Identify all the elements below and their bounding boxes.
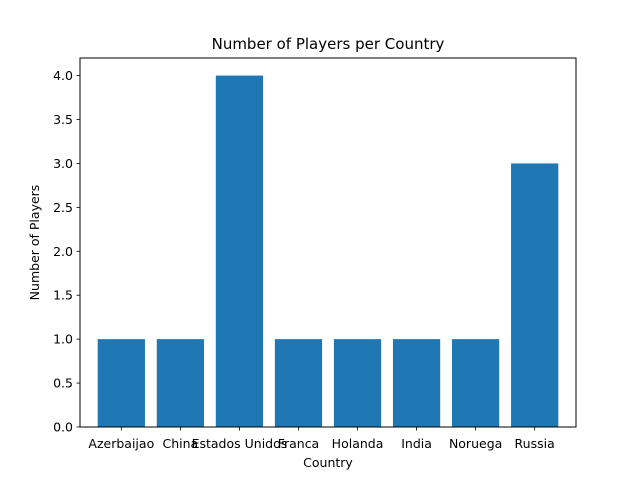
bar-franca bbox=[274, 339, 323, 427]
bar-china bbox=[156, 339, 204, 427]
y-tick-label: 0.0 bbox=[53, 420, 73, 435]
x-tick-label: Holanda bbox=[332, 436, 384, 451]
bar-azerbaijao bbox=[97, 339, 145, 427]
bar-india bbox=[392, 339, 441, 427]
bar-russia bbox=[511, 163, 559, 427]
y-tick-label: 1.5 bbox=[53, 288, 73, 303]
x-tick-label: China bbox=[163, 436, 199, 451]
x-tick-label: India bbox=[401, 436, 432, 451]
chart-title: Number of Players per Country bbox=[212, 35, 445, 53]
y-tick-label: 4.0 bbox=[53, 68, 73, 83]
x-tick-label: Estados Unidos bbox=[192, 436, 288, 451]
y-tick-label: 3.5 bbox=[53, 112, 73, 127]
x-axis-label: Country bbox=[303, 455, 353, 470]
bars-group bbox=[97, 75, 559, 428]
y-axis-ticks: 0.0 0.5 1.0 1.5 2.0 2.5 3.0 3.5 4.0 bbox=[53, 68, 80, 435]
y-tick-label: 2.0 bbox=[53, 244, 73, 259]
y-tick-label: 1.0 bbox=[53, 332, 73, 347]
x-tick-label: Noruega bbox=[449, 436, 502, 451]
bar-noruega bbox=[452, 339, 500, 427]
x-tick-label: Russia bbox=[515, 436, 555, 451]
x-tick-label: Franca bbox=[278, 436, 320, 451]
y-tick-label: 0.5 bbox=[53, 376, 73, 391]
bar-estados-unidos bbox=[215, 75, 264, 428]
plot-frame bbox=[79, 57, 577, 428]
y-tick-label: 3.0 bbox=[53, 156, 73, 171]
x-tick-label: Azerbaijao bbox=[88, 436, 154, 451]
y-axis-label: Number of Players bbox=[27, 185, 42, 301]
bar-holanda bbox=[333, 339, 382, 427]
y-tick-label: 2.5 bbox=[53, 200, 73, 215]
